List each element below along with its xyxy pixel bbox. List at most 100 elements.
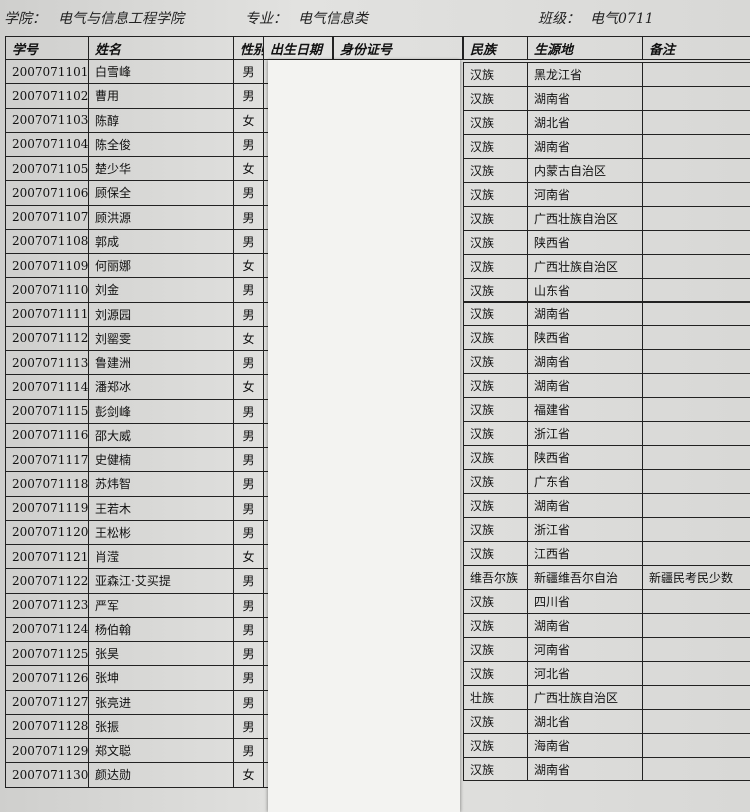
- cell-remark: [642, 157, 750, 183]
- cell-remark: [642, 684, 750, 710]
- class: 电气0711: [590, 11, 654, 27]
- cell-name: 彭剑峰: [88, 398, 234, 424]
- cell-origin: 广西壮族自治区: [527, 205, 643, 231]
- cell-ethnicity: 汉族: [463, 181, 528, 207]
- cell-origin: 内蒙古自治区: [527, 157, 643, 183]
- cell-name: 张亮进: [88, 689, 234, 715]
- cell-ethnicity: 汉族: [463, 373, 528, 399]
- college-label: 学院：: [4, 11, 46, 27]
- cell-id: 2007071111: [5, 301, 89, 327]
- cell-name: 郑文聪: [88, 738, 234, 764]
- cell-name: 顾洪源: [88, 204, 234, 230]
- cell-ethnicity: 汉族: [463, 421, 528, 447]
- cell-remark: [642, 517, 750, 542]
- major: 电气信息类: [298, 11, 368, 27]
- cell-remark: [642, 660, 750, 686]
- cell-ethnicity: 汉族: [463, 205, 528, 231]
- cell-ethnicity: 汉族: [463, 229, 528, 255]
- cell-origin: 湖北省: [527, 109, 643, 135]
- cell-name: 刘源园: [88, 301, 234, 327]
- cell-origin: 陕西省: [527, 325, 643, 351]
- cell-gender: 女: [233, 374, 264, 400]
- cell-origin: 广西壮族自治区: [527, 684, 643, 710]
- cell-ethnicity: 汉族: [463, 612, 528, 638]
- cell-id: 2007071129: [5, 738, 89, 764]
- cell-origin: 陕西省: [527, 229, 643, 255]
- cell-gender: 男: [233, 59, 264, 85]
- cell-origin: 湖南省: [527, 756, 643, 782]
- cell-id: 2007071104: [5, 131, 89, 157]
- cell-id: 2007071115: [5, 398, 89, 424]
- cell-gender: 男: [233, 228, 264, 254]
- cell-ethnicity: 汉族: [463, 301, 528, 327]
- cell-remark: [642, 541, 750, 566]
- cell-name: 严军: [88, 592, 234, 618]
- cell-gender: 女: [233, 325, 264, 351]
- cell-id: 2007071117: [5, 447, 89, 473]
- cell-gender: 男: [233, 713, 264, 739]
- cell-id: 2007071119: [5, 495, 89, 521]
- cell-id: 2007071105: [5, 156, 89, 182]
- column-header: 身份证号: [333, 36, 463, 60]
- cell-name: 潘郑冰: [88, 374, 234, 400]
- cell-origin: 陕西省: [527, 445, 643, 471]
- cell-ethnicity: 壮族: [463, 684, 528, 710]
- cell-remark: [642, 612, 750, 638]
- cell-origin: 河南省: [527, 636, 643, 662]
- cell-gender: 男: [233, 350, 264, 376]
- cell-gender: 男: [233, 301, 264, 327]
- cell-remark: [642, 469, 750, 495]
- cell-ethnicity: 汉族: [463, 85, 528, 111]
- cell-remark: [642, 181, 750, 207]
- cell-remark: [642, 229, 750, 255]
- cell-id: 2007071109: [5, 253, 89, 279]
- cell-origin: 浙江省: [527, 517, 643, 542]
- cell-gender: 女: [233, 762, 264, 788]
- cell-origin: 河北省: [527, 660, 643, 686]
- cell-gender: 男: [233, 689, 264, 715]
- cell-ethnicity: 汉族: [463, 660, 528, 686]
- cell-name: 张昊: [88, 641, 234, 667]
- cell-ethnicity: 汉族: [463, 756, 528, 782]
- cell-name: 颜达勋: [88, 762, 234, 788]
- cell-remark: [642, 445, 750, 471]
- cell-id: 2007071107: [5, 204, 89, 230]
- column-header: 出生日期: [263, 36, 333, 60]
- cell-remark: [642, 588, 750, 614]
- cell-gender: 女: [233, 156, 264, 182]
- cell-remark: 新疆民考民少数: [642, 564, 750, 590]
- class-label: 班级：: [538, 11, 580, 27]
- covering-sheet: [268, 60, 460, 812]
- cell-name: 杨伯翰: [88, 616, 234, 642]
- cell-remark: [642, 636, 750, 662]
- cell-origin: 河南省: [527, 181, 643, 207]
- cell-ethnicity: 汉族: [463, 253, 528, 279]
- cell-id: 2007071123: [5, 592, 89, 618]
- cell-gender: 男: [233, 422, 264, 448]
- cell-ethnicity: 汉族: [463, 109, 528, 135]
- cell-remark: [642, 708, 750, 734]
- cell-origin: 山东省: [527, 277, 643, 303]
- cell-name: 陈全俊: [88, 131, 234, 157]
- column-header: 生源地: [527, 36, 643, 60]
- cell-origin: 江西省: [527, 541, 643, 566]
- cell-ethnicity: 汉族: [463, 445, 528, 471]
- cell-id: 2007071120: [5, 519, 89, 545]
- cell-ethnicity: 汉族: [463, 708, 528, 734]
- college: 电气与信息工程学院: [58, 11, 184, 27]
- cell-gender: 男: [233, 180, 264, 206]
- cell-remark: [642, 493, 750, 519]
- cell-id: 2007071126: [5, 665, 89, 691]
- cell-origin: 湖南省: [527, 612, 643, 638]
- cell-gender: 男: [233, 641, 264, 667]
- cell-remark: [642, 62, 750, 87]
- cell-id: 2007071114: [5, 374, 89, 400]
- cell-name: 肖滢: [88, 544, 234, 570]
- cell-name: 张坤: [88, 665, 234, 691]
- cell-gender: 女: [233, 253, 264, 279]
- cell-ethnicity: 汉族: [463, 493, 528, 519]
- cell-ethnicity: 汉族: [463, 62, 528, 87]
- cell-ethnicity: 汉族: [463, 732, 528, 758]
- cell-name: 刘金: [88, 277, 234, 303]
